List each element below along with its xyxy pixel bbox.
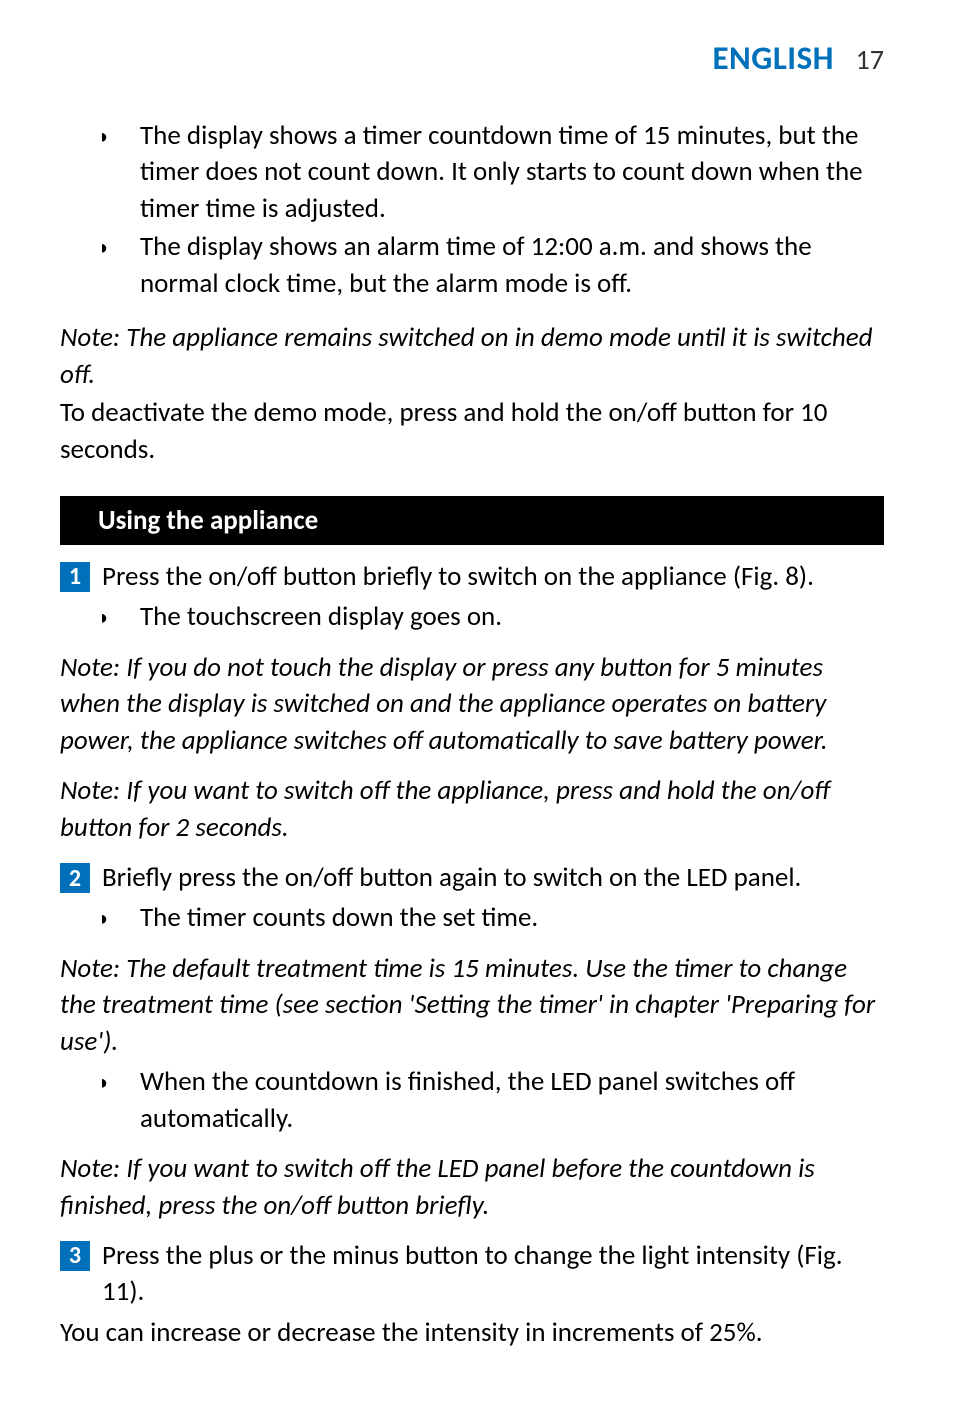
top-bullet-list: ◗ The display shows a timer countdown ti… [60,118,884,302]
step-text: Press the on/off button briefly to switc… [102,559,814,595]
step-2-sublist: ◗ The timer counts down the set time. [60,900,884,936]
bullet-text: When the countdown is finished, the LED … [140,1065,795,1134]
note-auto-off: Note: If you do not touch the display or… [60,650,884,759]
step-number-badge: 1 [60,562,90,592]
note-demo-mode: Note: The appliance remains switched on … [60,320,884,393]
bullet-icon: ◗ [98,1070,110,1097]
step-1-sublist: ◗ The touchscreen display goes on. [60,599,884,635]
page-header: ENGLISH 17 [60,38,884,78]
note-led-off: Note: If you want to switch off the LED … [60,1151,884,1224]
note-block: Note: If you want to switch off the LED … [60,1151,884,1224]
note-block: Note: The default treatment time is 15 m… [60,951,884,1060]
list-item: ◗ The display shows a timer countdown ti… [98,118,884,227]
section-heading: Using the appliance [60,496,884,545]
step-text: Press the plus or the minus button to ch… [102,1238,884,1311]
bullet-icon: ◗ [98,235,110,262]
countdown-sublist: ◗ When the countdown is finished, the LE… [60,1064,884,1137]
page-number: 17 [856,42,884,77]
language-label: ENGLISH [712,38,834,78]
manual-page: ENGLISH 17 ◗ The display shows a timer c… [0,0,954,1411]
list-item: ◗ The timer counts down the set time. [98,900,884,936]
step-number-badge: 3 [60,1241,90,1271]
step-3: 3 Press the plus or the minus button to … [60,1238,884,1311]
note-block: Note: If you do not touch the display or… [60,650,884,759]
step-2: 2 Briefly press the on/off button again … [60,860,884,896]
bullet-icon: ◗ [98,605,110,632]
list-item: ◗ The touchscreen display goes on. [98,599,884,635]
bullet-text: The touchscreen display goes on. [140,600,502,633]
bullet-icon: ◗ [98,124,110,151]
list-item: ◗ When the countdown is finished, the LE… [98,1064,884,1137]
bullet-text: The display shows a timer countdown time… [140,119,863,225]
note-default-time: Note: The default treatment time is 15 m… [60,951,884,1060]
list-item: ◗ The display shows an alarm time of 12:… [98,229,884,302]
step-1: 1 Press the on/off button briefly to swi… [60,559,884,595]
bullet-text: The timer counts down the set time. [140,901,538,934]
step-text: Briefly press the on/off button again to… [102,860,801,896]
step-number-badge: 2 [60,863,90,893]
note-block: Note: If you want to switch off the appl… [60,773,884,846]
intensity-text: You can increase or decrease the intensi… [60,1315,884,1351]
bullet-text: The display shows an alarm time of 12:00… [140,230,812,299]
note-switch-off: Note: If you want to switch off the appl… [60,773,884,846]
bullet-icon: ◗ [98,906,110,933]
demo-deactivate-text: To deactivate the demo mode, press and h… [60,395,884,468]
